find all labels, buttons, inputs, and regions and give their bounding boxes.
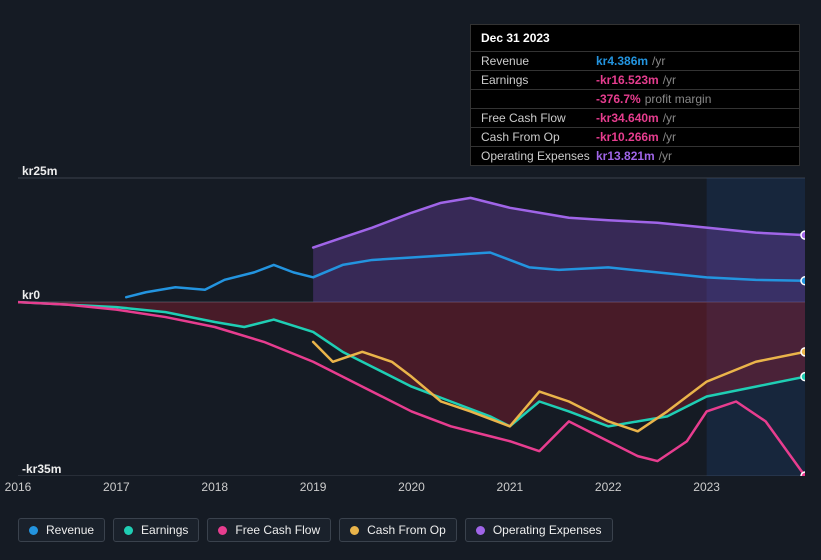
legend-item-revenue[interactable]: Revenue — [18, 518, 105, 542]
y-axis-label: kr0 — [22, 288, 40, 302]
x-axis: 20162017201820192020202120222023 — [18, 480, 805, 500]
legend-item-fcf[interactable]: Free Cash Flow — [207, 518, 331, 542]
legend-dot-icon — [124, 526, 133, 535]
tooltip-unit: /yr — [652, 54, 665, 68]
x-axis-label: 2018 — [201, 480, 228, 494]
tooltip-value: -kr34.640m — [596, 111, 659, 125]
tooltip-row: Cash From Op-kr10.266m/yr — [471, 127, 799, 146]
x-axis-label: 2020 — [398, 480, 425, 494]
legend-label: Free Cash Flow — [235, 523, 320, 537]
tooltip-label: Cash From Op — [481, 130, 596, 144]
legend-label: Earnings — [141, 523, 188, 537]
tooltip-value: -kr10.266m — [596, 130, 659, 144]
legend-dot-icon — [476, 526, 485, 535]
tooltip-value: -kr16.523m — [596, 73, 659, 87]
tooltip-unit: profit margin — [645, 92, 712, 106]
tooltip-label: Earnings — [481, 73, 596, 87]
chart-legend: Revenue Earnings Free Cash Flow Cash From O… — [18, 518, 613, 542]
x-axis-label: 2022 — [595, 480, 622, 494]
tooltip-value: kr4.386m — [596, 54, 648, 68]
legend-dot-icon — [218, 526, 227, 535]
x-axis-label: 2016 — [5, 480, 32, 494]
x-axis-label: 2023 — [693, 480, 720, 494]
x-axis-label: 2021 — [497, 480, 524, 494]
legend-item-cashFromOp[interactable]: Cash From Op — [339, 518, 457, 542]
chart-tooltip: Dec 31 2023 Revenuekr4.386m/yrEarnings-k… — [470, 24, 800, 166]
tooltip-unit: /yr — [663, 130, 676, 144]
legend-label: Operating Expenses — [493, 523, 602, 537]
y-axis-label: kr25m — [22, 164, 57, 178]
tooltip-unit: /yr — [663, 111, 676, 125]
tooltip-unit: /yr — [663, 73, 676, 87]
y-axis-label: -kr35m — [22, 462, 61, 476]
x-axis-label: 2019 — [300, 480, 327, 494]
tooltip-label: Free Cash Flow — [481, 111, 596, 125]
legend-dot-icon — [29, 526, 38, 535]
tooltip-label: Revenue — [481, 54, 596, 68]
legend-label: Revenue — [46, 523, 94, 537]
tooltip-date: Dec 31 2023 — [471, 31, 799, 51]
chart-plot-area — [18, 160, 805, 476]
chart-svg — [18, 160, 805, 476]
tooltip-row: Earnings-kr16.523m/yr — [471, 70, 799, 89]
tooltip-row: Free Cash Flow-kr34.640m/yr — [471, 108, 799, 127]
tooltip-row: Revenuekr4.386m/yr — [471, 51, 799, 70]
legend-label: Cash From Op — [367, 523, 446, 537]
tooltip-value: -376.7% — [596, 92, 641, 106]
legend-item-earnings[interactable]: Earnings — [113, 518, 199, 542]
legend-item-opex[interactable]: Operating Expenses — [465, 518, 613, 542]
legend-dot-icon — [350, 526, 359, 535]
tooltip-label — [481, 92, 596, 106]
x-axis-label: 2017 — [103, 480, 130, 494]
tooltip-row: -376.7% profit margin — [471, 89, 799, 108]
